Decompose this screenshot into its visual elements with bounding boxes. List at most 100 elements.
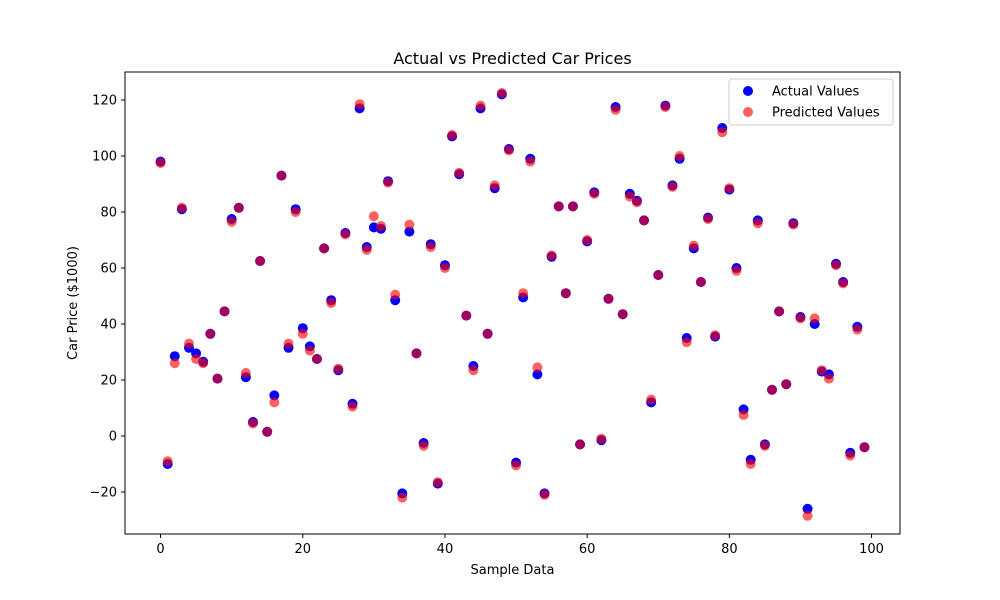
predicted-point — [375, 221, 386, 231]
predicted-point — [468, 365, 479, 376]
predicted-point — [589, 188, 600, 199]
predicted-point — [710, 330, 721, 341]
predicted-point — [653, 270, 664, 280]
predicted-point — [767, 384, 778, 395]
predicted-point — [454, 167, 465, 178]
predicted-point — [752, 218, 763, 229]
predicted-point — [788, 219, 799, 230]
y-tick-label: 40 — [100, 318, 117, 333]
predicted-point — [439, 263, 450, 273]
predicted-point — [311, 354, 322, 364]
predicted-point — [624, 191, 635, 202]
predicted-point — [731, 265, 742, 276]
points-layer — [155, 88, 870, 521]
predicted-point — [354, 99, 365, 110]
predicted-point — [333, 363, 344, 374]
predicted-point — [226, 216, 237, 227]
predicted-point — [809, 313, 820, 324]
predicted-point — [738, 410, 749, 420]
predicted-point — [660, 102, 671, 112]
legend-box — [728, 78, 894, 126]
predicted-point — [582, 235, 593, 245]
predicted-point — [667, 181, 678, 192]
y-tick-label: 120 — [92, 94, 117, 109]
predicted-point — [546, 250, 557, 261]
predicted-point — [859, 442, 870, 453]
predicted-point — [575, 439, 586, 450]
predicted-point — [831, 260, 842, 271]
actual-point — [169, 351, 180, 362]
predicted-point — [368, 211, 379, 222]
predicted-point — [639, 215, 650, 226]
y-tick-label: 0 — [109, 430, 117, 445]
x-tick-label: 80 — [721, 542, 738, 557]
predicted-point — [496, 88, 507, 98]
predicted-point — [240, 368, 251, 378]
predicted-point — [802, 510, 813, 521]
predicted-point — [631, 197, 642, 208]
x-axis-label: Sample Data — [471, 563, 555, 578]
predicted-point — [518, 288, 529, 299]
predicted-point — [432, 477, 443, 488]
predicted-point — [461, 310, 472, 321]
y-tick-label: 100 — [92, 150, 117, 165]
y-tick-label: 20 — [100, 374, 117, 389]
predicted-point — [390, 289, 401, 300]
predicted-point — [212, 373, 223, 384]
predicted-point — [838, 278, 849, 289]
y-tick-label: −20 — [90, 486, 117, 501]
predicted-point — [688, 240, 699, 251]
predicted-point — [198, 358, 209, 369]
x-axis-ticks: 0 20 40 60 80 100 — [156, 534, 884, 557]
predicted-point — [361, 244, 372, 255]
predicted-point — [539, 489, 550, 500]
predicted-point — [283, 338, 294, 349]
legend-label-actual: Actual Values — [772, 85, 860, 100]
predicted-point — [745, 459, 756, 469]
predicted-point — [553, 201, 564, 212]
actual-point — [532, 369, 543, 380]
x-tick-label: 60 — [579, 542, 596, 557]
predicted-point — [503, 145, 514, 156]
actual-point — [269, 390, 280, 401]
predicted-point — [411, 348, 422, 359]
predicted-point — [681, 337, 692, 348]
predicted-point — [617, 309, 628, 320]
predicted-point — [646, 394, 657, 405]
actual-point — [404, 226, 415, 237]
actual-point — [802, 503, 813, 514]
predicted-point — [176, 202, 187, 213]
legend-marker-actual — [743, 86, 753, 96]
plot-frame — [124, 71, 901, 535]
y-tick-label: 60 — [100, 262, 117, 277]
legend-marker-predicted — [743, 107, 753, 117]
predicted-point — [475, 100, 486, 111]
predicted-point — [169, 358, 180, 369]
y-axis-label: Car Price ($1000) — [66, 246, 81, 360]
x-tick-label: 0 — [156, 542, 164, 557]
y-axis-ticks: −20 0 20 40 60 80 100 120 — [90, 94, 125, 501]
chart-title: Actual vs Predicted Car Prices — [393, 49, 631, 68]
predicted-point — [823, 373, 834, 384]
predicted-point — [816, 365, 827, 376]
predicted-point — [155, 158, 166, 168]
predicted-point — [347, 401, 358, 412]
predicted-point — [560, 288, 571, 299]
predicted-point — [183, 338, 194, 349]
x-tick-label: 20 — [294, 542, 311, 557]
predicted-point — [525, 156, 536, 167]
predicted-point — [610, 104, 621, 115]
predicted-point — [205, 328, 216, 339]
predicted-point — [447, 130, 458, 140]
predicted-point — [297, 328, 308, 339]
predicted-point — [247, 418, 258, 429]
predicted-point — [404, 219, 415, 230]
predicted-point — [511, 460, 522, 471]
predicted-point — [290, 207, 301, 217]
predicted-point — [304, 345, 315, 356]
predicted-point — [489, 180, 500, 191]
predicted-point — [162, 456, 173, 467]
predicted-point — [603, 293, 614, 304]
predicted-point — [276, 170, 287, 181]
